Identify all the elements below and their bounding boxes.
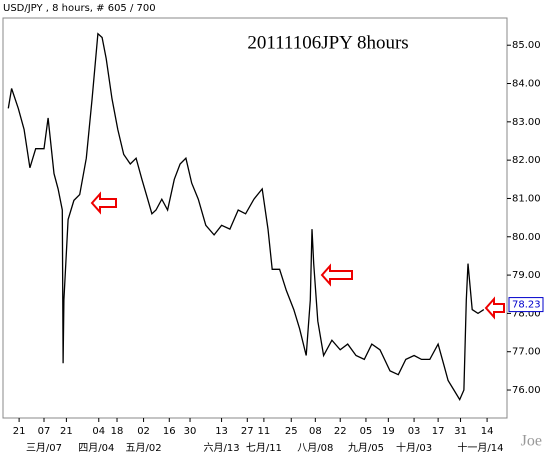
arrow xyxy=(90,191,117,215)
x-tick-label: 13 xyxy=(215,426,228,437)
x-tick-label: 22 xyxy=(334,426,347,437)
x-tick-label: 30 xyxy=(184,426,197,437)
x-tick-label: 19 xyxy=(382,426,395,437)
y-tick-label: 80.00 xyxy=(512,232,541,243)
plot-frame xyxy=(2,17,508,419)
x-tick-label: 04 xyxy=(92,426,105,437)
y-tick-label: 81.00 xyxy=(512,193,541,204)
month-label: 七月/11 xyxy=(246,442,282,454)
chart-title: USD/JPY , 8 hours, # 605 / 700 xyxy=(3,3,156,14)
month-label: 三月/07 xyxy=(26,442,62,454)
x-tick-label: 16 xyxy=(163,426,176,437)
x-tick-label: 11 xyxy=(258,426,271,437)
y-tick-label: 82.00 xyxy=(512,155,541,166)
x-tick-label: 25 xyxy=(285,426,298,437)
y-tick-label: 79.00 xyxy=(512,270,541,281)
y-tick-label: 83.00 xyxy=(512,117,541,128)
y-tick-label: 85.00 xyxy=(512,40,541,51)
month-label: 六月/13 xyxy=(204,442,240,454)
month-label: 九月/05 xyxy=(348,442,384,454)
price-line xyxy=(7,32,485,402)
arrow xyxy=(484,296,505,320)
month-label: 十月/03 xyxy=(396,441,432,454)
arrow xyxy=(320,263,353,287)
x-tick-label: 02 xyxy=(137,426,150,437)
month-label: 十一月/14 xyxy=(457,441,503,454)
x-tick-label: 18 xyxy=(111,426,124,437)
x-tick-label: 03 xyxy=(408,426,421,437)
y-tick-label: 77.00 xyxy=(512,347,541,358)
x-tick-label: 05 xyxy=(360,426,373,437)
x-tick-label: 31 xyxy=(454,426,467,437)
y-tick-label: 76.00 xyxy=(512,385,541,396)
x-tick-label: 17 xyxy=(432,426,445,437)
y-tick-label: 78.00 xyxy=(512,308,541,319)
last-price-box xyxy=(508,297,544,313)
month-label: 四月/04 xyxy=(78,442,114,454)
last-price-label: 78.23 xyxy=(512,300,541,311)
y-tick-label: 84.00 xyxy=(512,79,541,90)
x-tick-label: 14 xyxy=(481,426,494,437)
x-tick-label: 21 xyxy=(60,426,73,437)
month-label: 八月/08 xyxy=(297,442,333,454)
x-tick-label: 27 xyxy=(241,426,254,437)
x-tick-label: 07 xyxy=(38,426,51,437)
x-tick-label: 08 xyxy=(309,426,322,437)
month-label: 五月/02 xyxy=(126,442,162,454)
x-tick-label: 21 xyxy=(13,426,26,437)
annotation: 20111106JPY 8hours xyxy=(247,32,408,53)
watermark: Joe xyxy=(521,433,542,450)
